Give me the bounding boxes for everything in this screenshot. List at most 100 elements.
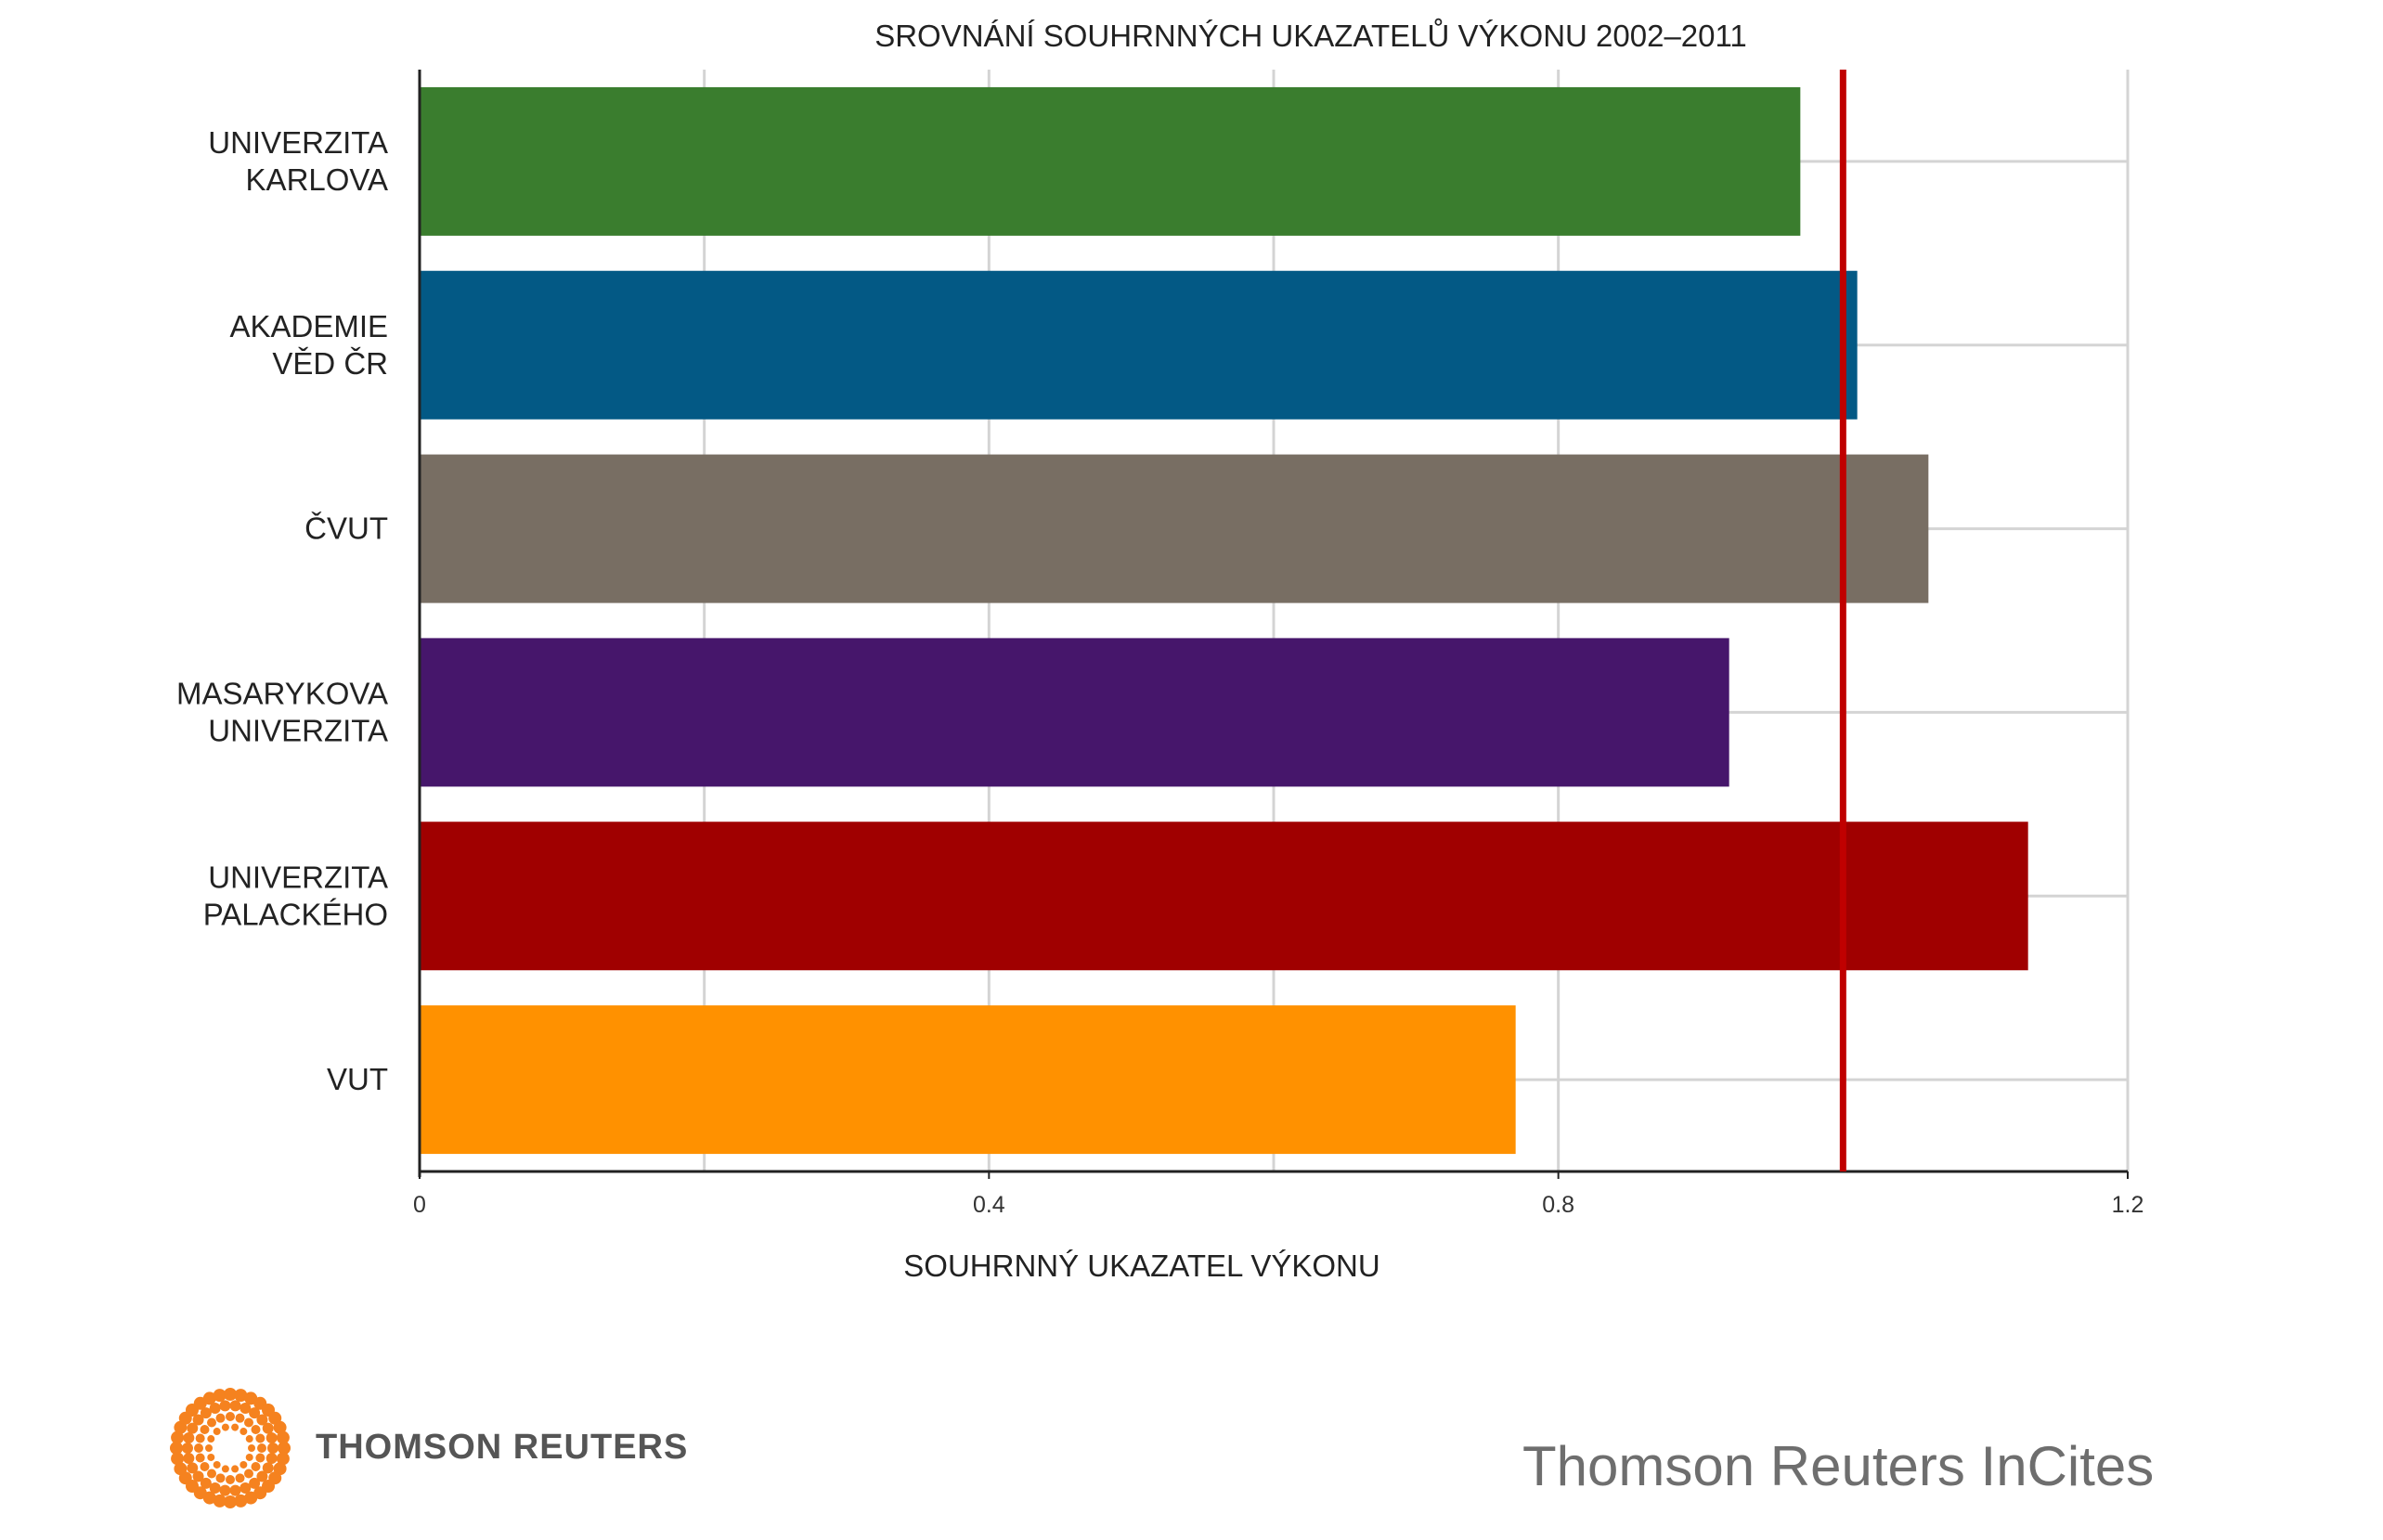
logo-dot bbox=[229, 1484, 241, 1496]
logo-dot bbox=[273, 1420, 287, 1434]
logo-dot bbox=[209, 1482, 221, 1495]
logo-wordmark: THOMSON REUTERS bbox=[316, 1428, 689, 1467]
logo-dot bbox=[255, 1453, 265, 1463]
logo-dot bbox=[200, 1425, 210, 1435]
category-label: UNIVERZITA PALACKÉHO bbox=[203, 860, 388, 931]
x-tick-label: 1.2 bbox=[2112, 1192, 2144, 1218]
bar bbox=[420, 454, 1929, 603]
logo-dot bbox=[226, 1412, 235, 1421]
chart-title: SROVNÁNÍ SOUHRNNÝCH UKAZATELŮ VÝKONU 200… bbox=[874, 18, 1747, 53]
logo-dot bbox=[224, 1495, 237, 1508]
logo-dot bbox=[207, 1435, 215, 1443]
logo-dot bbox=[234, 1494, 248, 1508]
logo-dot bbox=[215, 1473, 226, 1483]
thomson-reuters-logo-icon bbox=[170, 1388, 291, 1508]
logo-dot bbox=[202, 1391, 216, 1405]
logo-dot bbox=[213, 1494, 227, 1508]
logo-dot bbox=[276, 1430, 290, 1444]
bars bbox=[420, 86, 2028, 1155]
x-tick-label: 0.4 bbox=[973, 1192, 1005, 1218]
logo-dot bbox=[209, 1402, 221, 1414]
logo-dot bbox=[229, 1400, 241, 1412]
logo-dot bbox=[224, 1388, 237, 1401]
bar bbox=[420, 822, 2028, 971]
logo-dot bbox=[248, 1444, 255, 1452]
logo-dot bbox=[235, 1473, 245, 1483]
logo-dot bbox=[219, 1484, 231, 1496]
logo-dot bbox=[256, 1470, 268, 1482]
logo-dot bbox=[192, 1470, 204, 1482]
logo-dot bbox=[192, 1414, 204, 1426]
logo-dot bbox=[195, 1433, 205, 1443]
logo-dot bbox=[200, 1477, 212, 1489]
logo-dot bbox=[234, 1389, 248, 1403]
logo-dot bbox=[207, 1453, 215, 1461]
logo-dot bbox=[231, 1465, 240, 1473]
logo-dot bbox=[240, 1482, 252, 1495]
logo-dot bbox=[187, 1422, 199, 1434]
logo-dot bbox=[255, 1433, 265, 1443]
logo-dot bbox=[235, 1413, 245, 1423]
logo-dot bbox=[249, 1477, 261, 1489]
logo-dot bbox=[207, 1469, 217, 1479]
category-label: UNIVERZITA KARLOVA bbox=[208, 125, 388, 197]
source-label: Thomson Reuters InCites bbox=[1522, 1435, 2155, 1497]
logo-dot bbox=[205, 1444, 213, 1452]
category-label: ČVUT bbox=[304, 511, 388, 546]
logo-dot bbox=[213, 1460, 221, 1469]
logo-dot bbox=[276, 1452, 290, 1466]
logo-dot bbox=[251, 1425, 261, 1435]
logo-dot bbox=[265, 1431, 278, 1443]
logo-dot bbox=[245, 1453, 253, 1461]
logo-dot bbox=[249, 1407, 261, 1419]
bar bbox=[420, 638, 1729, 787]
logo-dot bbox=[170, 1442, 183, 1455]
logo-dot bbox=[278, 1442, 291, 1455]
logo-dot bbox=[200, 1461, 210, 1471]
category-label: VUT bbox=[327, 1062, 388, 1096]
logo-dot bbox=[200, 1407, 212, 1419]
category-label: MASARYKOVA UNIVERZITA bbox=[176, 676, 388, 747]
logo-dot bbox=[213, 1428, 221, 1436]
logo-dot bbox=[183, 1431, 195, 1443]
bar bbox=[420, 1005, 1516, 1155]
logo-dot bbox=[265, 1453, 278, 1465]
logo-dot bbox=[174, 1462, 188, 1476]
axes: 0 0.4 0.8 1.2 bbox=[413, 70, 2143, 1218]
logo-dot bbox=[171, 1452, 185, 1466]
logo-dot bbox=[244, 1491, 258, 1505]
logo-dot bbox=[257, 1443, 266, 1453]
logo-dot bbox=[195, 1453, 205, 1463]
logo-dot bbox=[187, 1462, 199, 1474]
logo-dot bbox=[183, 1453, 195, 1465]
category-label: AKADEMIE VĚD ČR bbox=[229, 309, 388, 381]
logo-dot bbox=[182, 1443, 193, 1454]
logo-dot bbox=[243, 1469, 253, 1479]
category-labels: UNIVERZITA KARLOVA AKADEMIE VĚD ČR ČVUT MASAR… bbox=[176, 125, 388, 1096]
logo-dot bbox=[221, 1465, 229, 1473]
bar bbox=[420, 270, 1858, 420]
logo-dot bbox=[240, 1428, 248, 1436]
x-tick-label: 0.8 bbox=[1542, 1192, 1574, 1218]
logo-dot bbox=[245, 1435, 253, 1443]
logo-dot bbox=[267, 1443, 278, 1454]
logo-dot bbox=[213, 1389, 227, 1403]
logo-dot bbox=[256, 1414, 268, 1426]
logo-dot bbox=[240, 1460, 248, 1469]
logo-dot bbox=[221, 1423, 229, 1431]
logo-dot bbox=[243, 1417, 253, 1428]
logo-dot bbox=[262, 1462, 274, 1474]
logo-dot bbox=[231, 1423, 240, 1431]
logo-dot bbox=[240, 1402, 252, 1414]
logo-dot bbox=[262, 1422, 274, 1434]
logo-dot bbox=[251, 1461, 261, 1471]
x-axis-title: SOUHRNNÝ UKAZATEL VÝKONU bbox=[903, 1249, 1379, 1283]
logo-dot bbox=[219, 1400, 231, 1412]
logo-dot bbox=[215, 1413, 226, 1423]
x-tick-label: 0 bbox=[413, 1192, 426, 1218]
logo-dot bbox=[171, 1430, 185, 1444]
logo-dot bbox=[207, 1417, 217, 1428]
logo-dot bbox=[194, 1443, 203, 1453]
bar bbox=[420, 86, 1801, 236]
